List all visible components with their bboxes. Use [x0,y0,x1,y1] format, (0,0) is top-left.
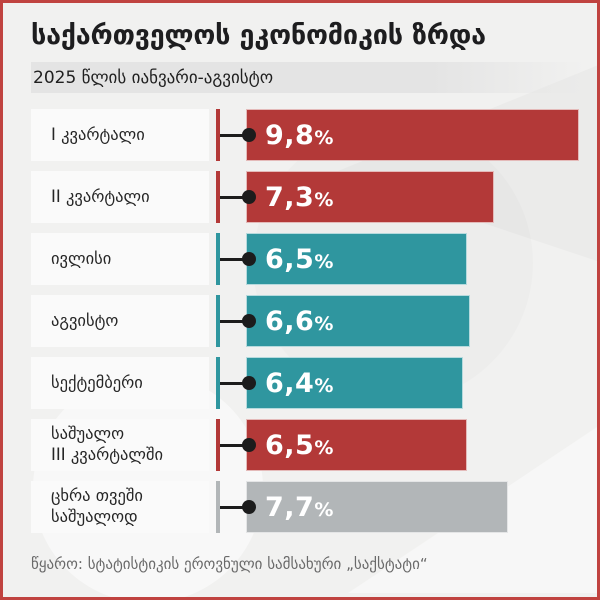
row-label: სექტემბერი [31,357,209,409]
bar: 7,7% [246,481,508,533]
row-connector [220,295,256,347]
connector-dot [242,190,256,204]
bar-value: 6,5% [265,243,334,275]
connector-dot [242,314,256,328]
bar-track: 6,5% [246,419,579,471]
row-tick [216,171,220,223]
chart-row-q1: I კვარტალი 9,8% [31,109,597,161]
row-label: ივლისი [31,233,209,285]
row-connector [220,233,256,285]
row-connector [220,419,256,471]
bar-track: 9,8% [246,109,579,161]
bar-track: 7,3% [246,171,579,223]
chart-row-q3-average: საშუალო III კვარტალში 6,5% [31,419,597,471]
bar: 6,5% [246,419,467,471]
bar-value: 7,3% [265,181,334,213]
chart-row-july: ივლისი 6,5% [31,233,597,285]
row-connector [220,481,256,533]
bar-track: 7,7% [246,481,579,533]
row-connector [220,357,256,409]
connector-dot [242,128,256,142]
bar-value: 6,6% [265,305,334,337]
bar-track: 6,5% [246,233,579,285]
row-connector [220,171,256,223]
row-label: საშუალო III კვარტალში [31,419,209,471]
frame-accent-teal-left [0,37,3,287]
row-label: II კვარტალი [31,171,209,223]
connector-dot [242,376,256,390]
connector-dot [242,500,256,514]
subtitle: 2025 წლის იანვარი-აგვისტო [33,67,274,88]
bar: 6,4% [246,357,464,409]
chart-row-september: სექტემბერი 6,4% [31,357,597,409]
bar: 9,8% [246,109,579,161]
bar-track: 6,6% [246,295,579,347]
row-tick [216,295,220,347]
connector-dot [242,438,256,452]
source-line: წყარო: სტატისტიკის ეროვნული სამსახური „ს… [31,555,428,573]
content: საქართველოს ეკონომიკის ზრდა 2025 წლის ია… [3,20,597,597]
chart-row-q2: II კვარტალი 7,3% [31,171,597,223]
bar-value: 6,4% [265,367,334,399]
bar-value: 7,7% [265,491,334,523]
subtitle-band: 2025 წლის იანვარი-აგვისტო [31,62,585,93]
page-title: საქართველოს ეკონომიკის ზრდა [31,20,486,51]
row-tick [216,109,220,161]
row-label: ცხრა თვეში საშუალოდ [31,481,209,533]
chart-row-nine-month-average: ცხრა თვეში საშუალოდ 7,7% [31,481,597,533]
row-label: I კვარტალი [31,109,209,161]
connector-dot [242,252,256,266]
bar: 6,5% [246,233,467,285]
bar: 6,6% [246,295,471,347]
row-tick [216,233,220,285]
bar-value: 9,8% [265,119,334,151]
row-connector [220,109,256,161]
row-label: აგვისტო [31,295,209,347]
chart-row-august: აგვისტო 6,6% [31,295,597,347]
bar-value: 6,5% [265,429,334,461]
bar-track: 6,4% [246,357,579,409]
bar-chart: I კვარტალი 9,8% II კვარტალი 7,3% [3,109,597,533]
bar: 7,3% [246,171,495,223]
